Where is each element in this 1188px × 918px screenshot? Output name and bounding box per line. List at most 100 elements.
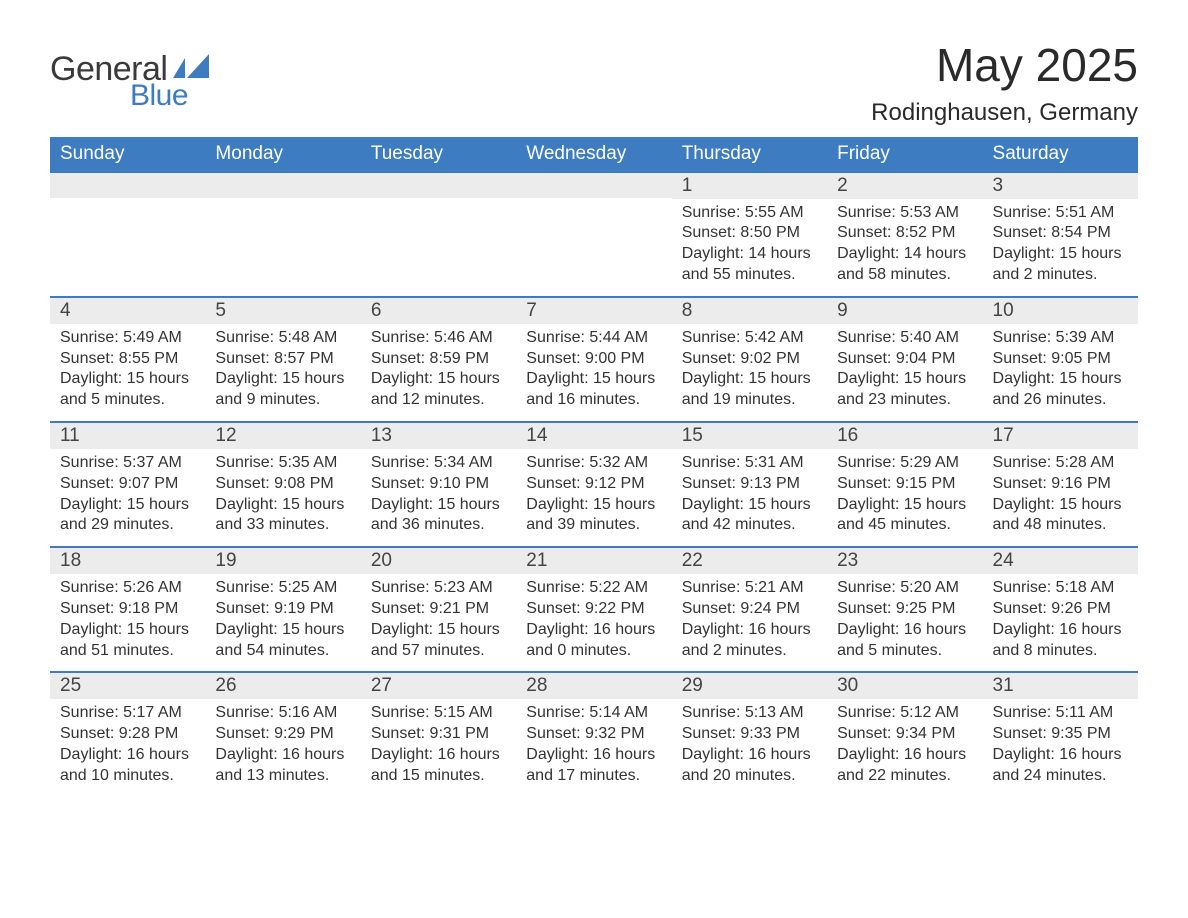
- day-cell: 5Sunrise: 5:48 AMSunset: 8:57 PMDaylight…: [205, 298, 360, 421]
- month-title: May 2025: [871, 40, 1138, 91]
- day-number-row: 3: [983, 173, 1138, 199]
- day-cell: 21Sunrise: 5:22 AMSunset: 9:22 PMDayligh…: [516, 548, 671, 671]
- day-cell: 14Sunrise: 5:32 AMSunset: 9:12 PMDayligh…: [516, 423, 671, 546]
- sunrise-line: Sunrise: 5:42 AM: [682, 328, 817, 349]
- day-number-row: 30: [827, 673, 982, 699]
- daylight-line: Daylight: 15 hours and 51 minutes.: [60, 620, 195, 662]
- day-number-row: 4: [50, 298, 205, 324]
- day-cell: 28Sunrise: 5:14 AMSunset: 9:32 PMDayligh…: [516, 673, 671, 796]
- daylight-line: Daylight: 16 hours and 13 minutes.: [215, 745, 350, 787]
- day-number-row: 19: [205, 548, 360, 574]
- sunrise-line: Sunrise: 5:32 AM: [526, 453, 661, 474]
- day-number: 18: [60, 550, 81, 571]
- day-number-row: [205, 173, 360, 198]
- sunrise-line: Sunrise: 5:22 AM: [526, 578, 661, 599]
- week-row: 25Sunrise: 5:17 AMSunset: 9:28 PMDayligh…: [50, 671, 1138, 796]
- sunrise-line: Sunrise: 5:20 AM: [837, 578, 972, 599]
- day-number: 5: [215, 300, 226, 321]
- sunset-line: Sunset: 9:33 PM: [682, 724, 817, 745]
- sunset-line: Sunset: 9:13 PM: [682, 474, 817, 495]
- sunset-line: Sunset: 9:22 PM: [526, 599, 661, 620]
- day-cell: 10Sunrise: 5:39 AMSunset: 9:05 PMDayligh…: [983, 298, 1138, 421]
- day-number-row: 29: [672, 673, 827, 699]
- daylight-line: Daylight: 15 hours and 29 minutes.: [60, 495, 195, 537]
- calendar-grid: SundayMondayTuesdayWednesdayThursdayFrid…: [50, 137, 1138, 797]
- week-row: 11Sunrise: 5:37 AMSunset: 9:07 PMDayligh…: [50, 421, 1138, 546]
- day-number-row: 28: [516, 673, 671, 699]
- day-number-row: 26: [205, 673, 360, 699]
- day-number: 19: [215, 550, 236, 571]
- day-number: 3: [993, 175, 1004, 196]
- day-number: 31: [993, 675, 1014, 696]
- sunrise-line: Sunrise: 5:26 AM: [60, 578, 195, 599]
- sunset-line: Sunset: 9:21 PM: [371, 599, 506, 620]
- sunset-line: Sunset: 9:07 PM: [60, 474, 195, 495]
- calendar-page: General Blue May 2025 Rodinghausen, Germ…: [0, 0, 1188, 827]
- daylight-line: Daylight: 14 hours and 58 minutes.: [837, 244, 972, 286]
- daylight-line: Daylight: 15 hours and 26 minutes.: [993, 369, 1128, 411]
- day-cell: 8Sunrise: 5:42 AMSunset: 9:02 PMDaylight…: [672, 298, 827, 421]
- day-cell: 7Sunrise: 5:44 AMSunset: 9:00 PMDaylight…: [516, 298, 671, 421]
- day-number: 6: [371, 300, 382, 321]
- sunset-line: Sunset: 9:00 PM: [526, 349, 661, 370]
- day-cell: 30Sunrise: 5:12 AMSunset: 9:34 PMDayligh…: [827, 673, 982, 796]
- weekday-header: Sunday: [50, 137, 205, 171]
- day-number-row: 2: [827, 173, 982, 199]
- day-cell: 13Sunrise: 5:34 AMSunset: 9:10 PMDayligh…: [361, 423, 516, 546]
- daylight-line: Daylight: 15 hours and 19 minutes.: [682, 369, 817, 411]
- day-cell: 2 Sunrise: 5:53 AMSunset: 8:52 PMDaylight…: [827, 173, 982, 296]
- day-number: 1: [682, 175, 693, 196]
- sunrise-line: Sunrise: 5:34 AM: [371, 453, 506, 474]
- day-cell: 9Sunrise: 5:40 AMSunset: 9:04 PMDaylight…: [827, 298, 982, 421]
- day-number-row: 23: [827, 548, 982, 574]
- daylight-line: Daylight: 15 hours and 36 minutes.: [371, 495, 506, 537]
- day-number-row: 1: [672, 173, 827, 199]
- daylight-line: Daylight: 16 hours and 22 minutes.: [837, 745, 972, 787]
- sunrise-line: Sunrise: 5:11 AM: [993, 703, 1128, 724]
- day-number-row: 12: [205, 423, 360, 449]
- day-number-row: [516, 173, 671, 198]
- sunset-line: Sunset: 9:29 PM: [215, 724, 350, 745]
- day-number-row: 31: [983, 673, 1138, 699]
- day-cell: 27Sunrise: 5:15 AMSunset: 9:31 PMDayligh…: [361, 673, 516, 796]
- daylight-line: Daylight: 15 hours and 54 minutes.: [215, 620, 350, 662]
- day-cell: 25Sunrise: 5:17 AMSunset: 9:28 PMDayligh…: [50, 673, 205, 796]
- weekday-header: Saturday: [983, 137, 1138, 171]
- daylight-line: Daylight: 15 hours and 57 minutes.: [371, 620, 506, 662]
- sunrise-line: Sunrise: 5:15 AM: [371, 703, 506, 724]
- sunrise-line: Sunrise: 5:48 AM: [215, 328, 350, 349]
- day-number-row: 24: [983, 548, 1138, 574]
- weeks-container: 1Sunrise: 5:55 AMSunset: 8:50 PMDaylight…: [50, 171, 1138, 797]
- sunset-line: Sunset: 9:12 PM: [526, 474, 661, 495]
- day-number-row: [361, 173, 516, 198]
- day-cell: 12Sunrise: 5:35 AMSunset: 9:08 PMDayligh…: [205, 423, 360, 546]
- day-number-row: 9: [827, 298, 982, 324]
- sunrise-line: Sunrise: 5:53 AM: [837, 203, 972, 224]
- day-number-row: [50, 173, 205, 198]
- day-number: 29: [682, 675, 703, 696]
- daylight-line: Daylight: 16 hours and 24 minutes.: [993, 745, 1128, 787]
- sunrise-line: Sunrise: 5:40 AM: [837, 328, 972, 349]
- sunrise-line: Sunrise: 5:28 AM: [993, 453, 1128, 474]
- day-number: 7: [526, 300, 537, 321]
- day-cell: 15Sunrise: 5:31 AMSunset: 9:13 PMDayligh…: [672, 423, 827, 546]
- daylight-line: Daylight: 15 hours and 9 minutes.: [215, 369, 350, 411]
- day-cell: 18 Sunrise: 5:26 AMSunset: 9:18 PMDayligh…: [50, 548, 205, 671]
- weekday-header: Monday: [205, 137, 360, 171]
- day-cell: 1Sunrise: 5:55 AMSunset: 8:50 PMDaylight…: [672, 173, 827, 296]
- daylight-line: Daylight: 15 hours and 42 minutes.: [682, 495, 817, 537]
- day-number-row: 18: [50, 548, 205, 574]
- sunset-line: Sunset: 9:18 PM: [60, 599, 195, 620]
- daylight-line: Daylight: 16 hours and 8 minutes.: [993, 620, 1128, 662]
- sunset-line: Sunset: 8:52 PM: [837, 223, 972, 244]
- day-cell: 19Sunrise: 5:25 AMSunset: 9:19 PMDayligh…: [205, 548, 360, 671]
- day-cell: [50, 173, 205, 296]
- day-number-row: 5: [205, 298, 360, 324]
- weekday-header: Friday: [827, 137, 982, 171]
- daylight-line: Daylight: 15 hours and 39 minutes.: [526, 495, 661, 537]
- day-number: 26: [215, 675, 236, 696]
- day-number: 20: [371, 550, 392, 571]
- day-number: 24: [993, 550, 1014, 571]
- daylight-line: Daylight: 15 hours and 5 minutes.: [60, 369, 195, 411]
- sunset-line: Sunset: 9:15 PM: [837, 474, 972, 495]
